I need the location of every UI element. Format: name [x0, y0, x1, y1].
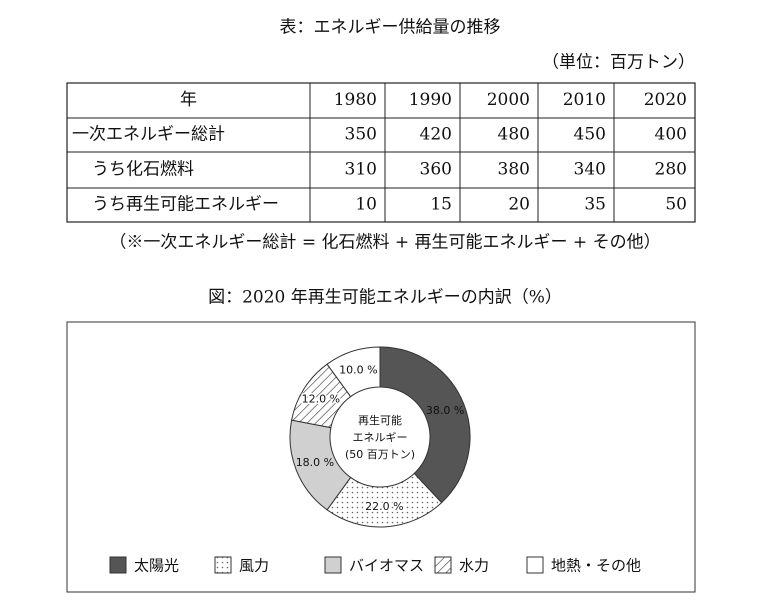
legend-label: 太陽光 [134, 557, 179, 575]
table-cell: 480 [498, 125, 530, 145]
center-label: エネルギー [353, 431, 408, 444]
table-cell: 一次エネルギー総計 [72, 125, 225, 145]
legend-swatch [434, 556, 452, 574]
table-cell: 50 [665, 195, 687, 215]
table-header-cell: 年 [180, 90, 197, 110]
table-cell: 350 [345, 125, 377, 145]
value-label: 22.0 % [365, 500, 403, 513]
table-header-cell: 1980 [334, 90, 377, 110]
table-header-cell: 2010 [563, 90, 606, 110]
table-cell: 10 [355, 195, 377, 215]
table-header-cell: 2020 [644, 90, 687, 110]
table-cell: 15 [430, 195, 452, 215]
table-cell: 340 [574, 160, 606, 180]
legend-label: バイオマス [349, 557, 424, 575]
value-label: 10.0 % [339, 363, 377, 376]
table-cell: 20 [508, 195, 530, 215]
table-cell: 310 [345, 160, 377, 180]
legend-swatch [109, 556, 127, 574]
donut-segment [326, 346, 381, 398]
table-note: （※一次エネルギー総計 = 化石燃料 + 再生可能エネルギー + その他） [109, 233, 660, 253]
table-title: 表：エネルギー供給量の推移 [280, 18, 501, 38]
table-cell: 280 [655, 160, 687, 180]
value-label: 18.0 % [296, 456, 334, 469]
table-cell: うち化石燃料 [92, 160, 194, 180]
center-label: 再生可能 [358, 413, 402, 427]
table-unit: （単位：百万トン） [542, 53, 695, 73]
chart-title: 図：2020 年再生可能エネルギーの内訳（%） [208, 288, 562, 308]
legend-label: 地熱・その他 [551, 557, 641, 575]
legend-swatch [324, 556, 342, 574]
value-label: 38.0 % [426, 404, 464, 417]
legend-swatch [214, 556, 232, 574]
legend-label: 水力 [459, 557, 489, 575]
chart-frame [66, 321, 696, 593]
table-cell: 450 [574, 125, 606, 145]
center-label: (50 百万トン) [345, 448, 415, 461]
table-cell: うち再生可能エネルギー [92, 195, 279, 215]
donut-segment [379, 346, 471, 504]
table-cell: 360 [420, 160, 452, 180]
table-header-cell: 1990 [409, 90, 452, 110]
table-cell: 35 [584, 195, 606, 215]
table-cell: 420 [420, 125, 452, 145]
table-header-cell: 2000 [487, 90, 530, 110]
legend-swatch [526, 556, 544, 574]
value-label: 12.0 % [302, 392, 340, 405]
table-cell: 400 [655, 125, 687, 145]
legend-label: 風力 [239, 557, 269, 575]
table-cell: 380 [498, 160, 530, 180]
